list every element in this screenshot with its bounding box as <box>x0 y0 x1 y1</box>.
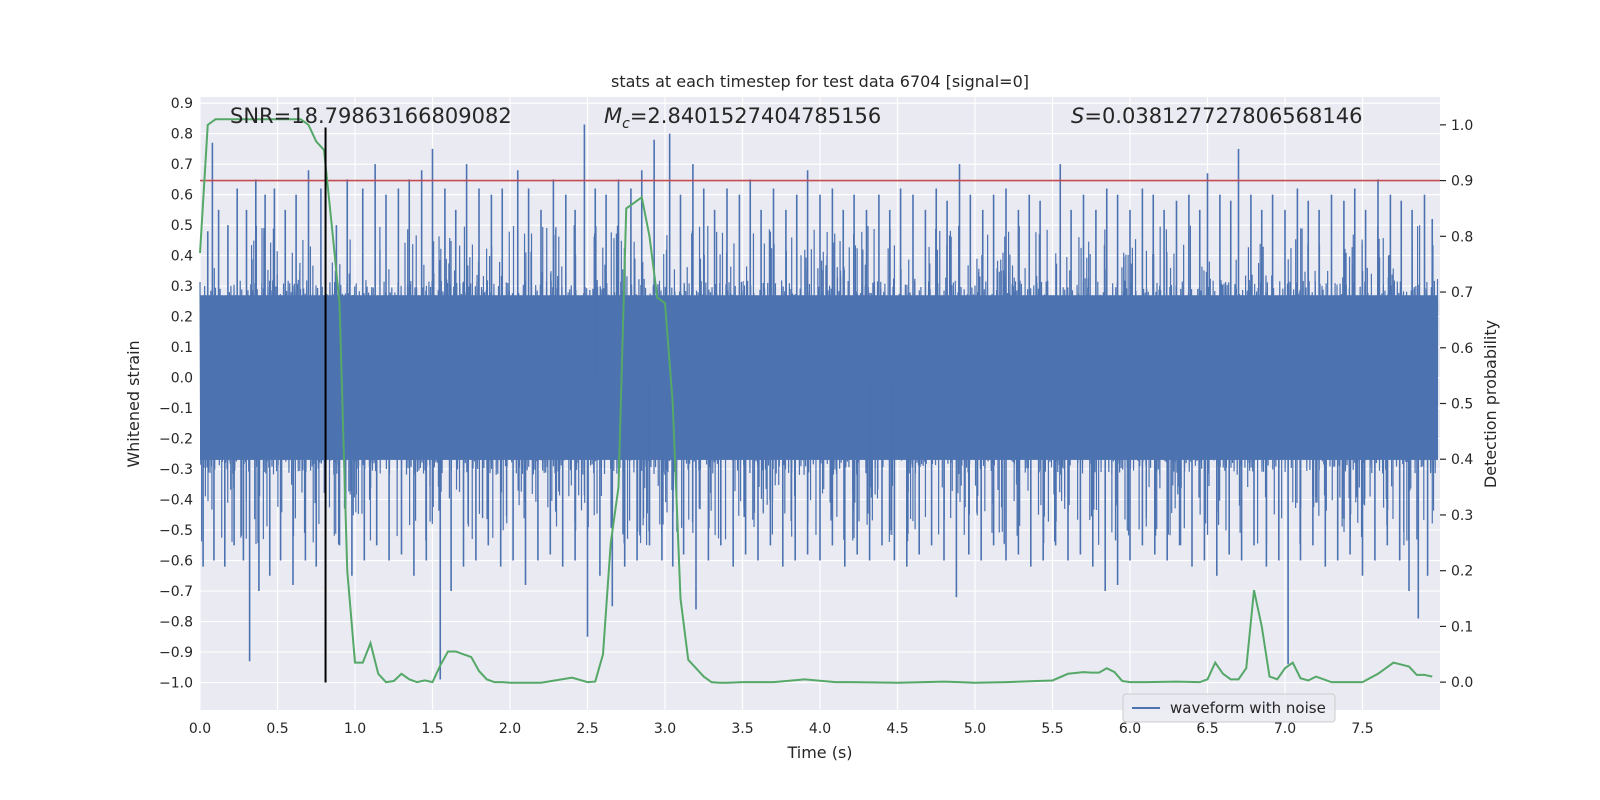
s-value: =0.038127727806568146 <box>1084 104 1362 128</box>
x-tick-label: 2.0 <box>499 721 521 737</box>
y-left-tick-label: 0.3 <box>171 279 193 295</box>
snr-annotation: SNR=18.79863166809082 <box>230 104 512 128</box>
y-left-tick-label: 0.4 <box>171 249 193 265</box>
y-left-tick-label: 0.0 <box>171 371 193 387</box>
s-annotation: S=0.038127727806568146 <box>1071 104 1362 128</box>
y-left-tick-label: −0.6 <box>159 554 193 570</box>
x-tick-label: 3.0 <box>654 721 676 737</box>
y-right-tick-label: 0.5 <box>1451 397 1473 413</box>
y-left-tick-label: 0.8 <box>171 127 193 143</box>
y-left-tick-label: −0.3 <box>159 462 193 478</box>
x-tick-label: 2.5 <box>576 721 598 737</box>
legend: waveform with noise <box>1122 693 1336 723</box>
chart-title: stats at each timestep for test data 670… <box>611 72 1029 91</box>
x-tick-label: 1.0 <box>344 721 366 737</box>
y-left-tick-label: 0.6 <box>171 188 193 204</box>
y-right-tick-label: 0.6 <box>1451 341 1473 357</box>
y-right-tick-label: 0.8 <box>1451 229 1473 245</box>
y-right-tick-label: 0.3 <box>1451 508 1473 524</box>
y-right-tick-label: 0.7 <box>1451 285 1473 301</box>
y-left-tick-label: −0.5 <box>159 523 193 539</box>
y-right-tick-label: 0.0 <box>1451 675 1473 691</box>
x-tick-label: 1.5 <box>421 721 443 737</box>
y-left-tick-label: −0.8 <box>159 615 193 631</box>
y-left-tick-label: 0.9 <box>171 96 193 112</box>
y-left-tick-label: −0.9 <box>159 645 193 661</box>
x-tick-label: 3.5 <box>731 721 753 737</box>
x-tick-label: 4.5 <box>886 721 908 737</box>
chirp-mass-value: =2.8401527404785156 <box>630 104 881 128</box>
x-tick-label: 4.0 <box>809 721 831 737</box>
y-right-tick-label: 0.1 <box>1451 619 1473 635</box>
legend-box <box>1122 693 1336 723</box>
x-tick-label: 7.5 <box>1351 721 1373 737</box>
x-tick-label: 7.0 <box>1274 721 1296 737</box>
y-right-tick-label: 0.2 <box>1451 564 1473 580</box>
x-tick-label: 6.5 <box>1196 721 1218 737</box>
probability-line <box>199 118 1433 684</box>
x-axis-label: Time (s) <box>786 743 852 762</box>
waveform-series <box>199 124 1439 680</box>
y-right-tick-label: 0.4 <box>1451 452 1473 468</box>
legend-label: waveform with noise <box>1170 699 1326 717</box>
chirp-mass-symbol: M <box>604 104 622 128</box>
x-tick-label: 5.5 <box>1041 721 1063 737</box>
tick-labels: 0.0 0.5 1.0 1.5 2.0 2.5 3.0 3.5 4.0 4.5 5.0 5.5 6.0 6… <box>159 96 1473 737</box>
y-left-tick-label: −1.0 <box>159 676 193 692</box>
y-left-tick-label: −0.1 <box>159 401 193 417</box>
y-left-tick-label: −0.7 <box>159 584 193 600</box>
x-tick-label: 6.0 <box>1119 721 1141 737</box>
y-right-tick-label: 0.9 <box>1451 174 1473 190</box>
s-symbol: S <box>1071 104 1084 128</box>
y-right-tick-label: 1.0 <box>1451 118 1473 134</box>
y-left-tick-label: −0.2 <box>159 432 193 448</box>
y-left-tick-label: 0.5 <box>171 218 193 234</box>
y-axis-label-right: Detection probability <box>1481 320 1500 488</box>
chirp-mass-subscript: c <box>622 116 630 132</box>
y-left-tick-label: 0.7 <box>171 157 193 173</box>
y-left-tick-label: 0.1 <box>171 340 193 356</box>
y-left-tick-label: −0.4 <box>159 493 193 509</box>
y-axis-label-left: Whitened strain <box>124 340 143 467</box>
x-tick-label: 0.0 <box>189 721 211 737</box>
chirp-mass-annotation: Mc=2.8401527404785156 <box>604 104 881 132</box>
x-tick-label: 5.0 <box>964 721 986 737</box>
y-left-tick-label: 0.2 <box>171 310 193 326</box>
x-tick-label: 0.5 <box>266 721 288 737</box>
waveform-core <box>200 295 1438 460</box>
overlay-lines <box>199 118 1440 684</box>
